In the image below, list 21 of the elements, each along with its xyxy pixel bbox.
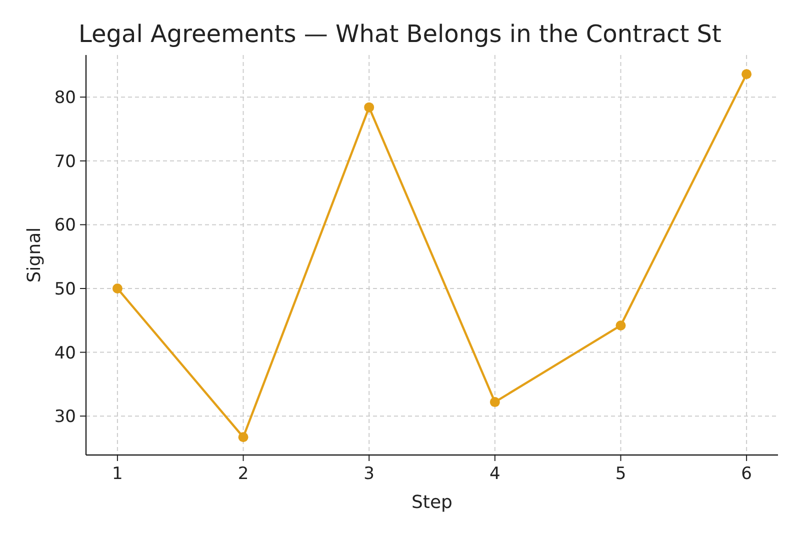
y-tick-label: 80 — [54, 88, 76, 108]
point — [364, 102, 374, 112]
y-tick-label: 40 — [54, 343, 76, 364]
point — [616, 320, 626, 330]
x-axis-title: Step — [412, 492, 452, 513]
x-tick-label: 6 — [741, 464, 752, 484]
y-tick-label: 70 — [54, 152, 76, 172]
y-axis-title: Signal — [24, 227, 45, 283]
point — [112, 283, 122, 294]
chart-title: Legal Agreements — What Belongs in the Contract St — [78, 20, 722, 48]
y-tick-label: 50 — [54, 279, 76, 300]
x-tick-label: 1 — [112, 464, 123, 484]
y-tick-label: 60 — [54, 216, 76, 236]
x-tick-label: 2 — [238, 464, 249, 484]
x-tick-label: 4 — [489, 464, 500, 484]
point — [238, 432, 248, 442]
point — [742, 69, 752, 80]
x-tick-label: 3 — [364, 464, 375, 484]
point — [490, 397, 500, 408]
y-tick-label: 30 — [54, 407, 76, 428]
x-tick-label: 5 — [615, 464, 626, 484]
